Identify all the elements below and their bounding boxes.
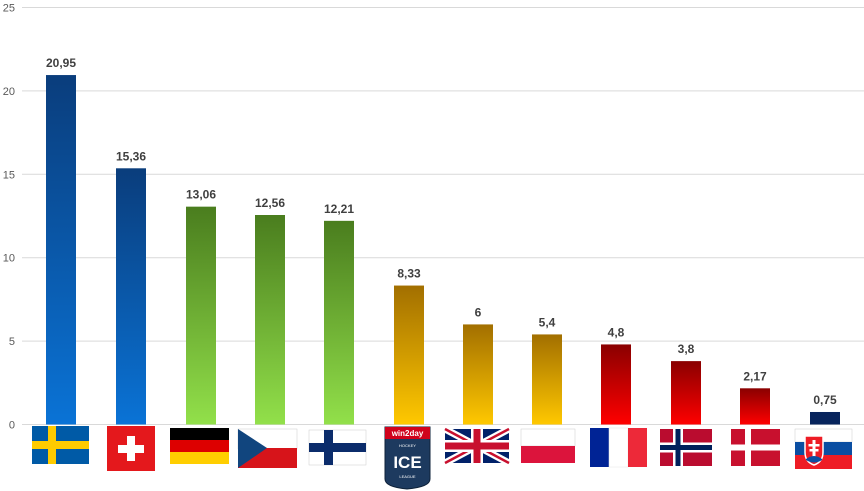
data-label: 12,21 [324, 202, 354, 216]
bar [116, 168, 146, 425]
bar [601, 344, 631, 425]
y-tick-label: 5 [9, 336, 15, 348]
svg-text:LEAGUE: LEAGUE [399, 474, 416, 479]
germany-flag-icon [170, 428, 229, 464]
data-label: 15,36 [116, 149, 146, 163]
category-icons: win2day HOCKEY ICE LEAGUE [32, 425, 853, 490]
bar [532, 334, 562, 425]
data-labels: 20,95 15,36 13,06 12,56 12,21 8,33 6 5,4 4,8 3,8 2… [46, 56, 837, 407]
y-tick-label: 15 [3, 169, 15, 181]
bar [810, 411, 840, 425]
data-label: 13,06 [186, 188, 216, 202]
y-tick-label: 0 [9, 420, 15, 432]
y-axis-ticks: 0 5 10 15 20 25 [3, 3, 15, 432]
svg-text:win2day: win2day [391, 429, 424, 438]
data-label: 12,56 [255, 196, 285, 210]
data-label: 0,75 [813, 393, 837, 407]
y-tick-label: 10 [3, 253, 15, 265]
bar [46, 75, 76, 425]
bars [46, 75, 840, 425]
poland-flag-icon [520, 428, 576, 463]
svg-text:HOCKEY: HOCKEY [399, 443, 416, 448]
finland-flag-icon [308, 429, 367, 466]
bar [324, 220, 354, 425]
grid-lines [22, 7, 864, 425]
y-tick-label: 20 [3, 86, 15, 98]
data-label: 2,17 [743, 369, 767, 383]
bar [186, 206, 216, 425]
switzerland-flag-icon [107, 426, 155, 471]
uk-flag-icon [443, 425, 511, 467]
data-label: 20,95 [46, 56, 76, 70]
data-label: 4,8 [608, 325, 625, 339]
bar [394, 285, 424, 425]
sweden-flag-icon [32, 426, 89, 464]
svg-text:ICE: ICE [393, 453, 421, 472]
bar [463, 324, 493, 425]
data-label: 3,8 [678, 342, 695, 356]
czech-flag-icon [237, 428, 298, 468]
ice-hockey-league-logo: win2day HOCKEY ICE LEAGUE [384, 426, 431, 490]
data-label: 6 [475, 305, 482, 319]
bar [255, 214, 285, 425]
norway-flag-icon [660, 429, 712, 466]
bar [740, 388, 770, 425]
slovakia-flag-icon [794, 428, 853, 469]
france-flag-icon [590, 427, 647, 468]
bar [671, 361, 701, 425]
data-label: 5,4 [539, 315, 556, 329]
denmark-flag-icon [731, 429, 780, 466]
data-label: 8,33 [397, 267, 421, 281]
y-tick-label: 25 [3, 3, 15, 15]
